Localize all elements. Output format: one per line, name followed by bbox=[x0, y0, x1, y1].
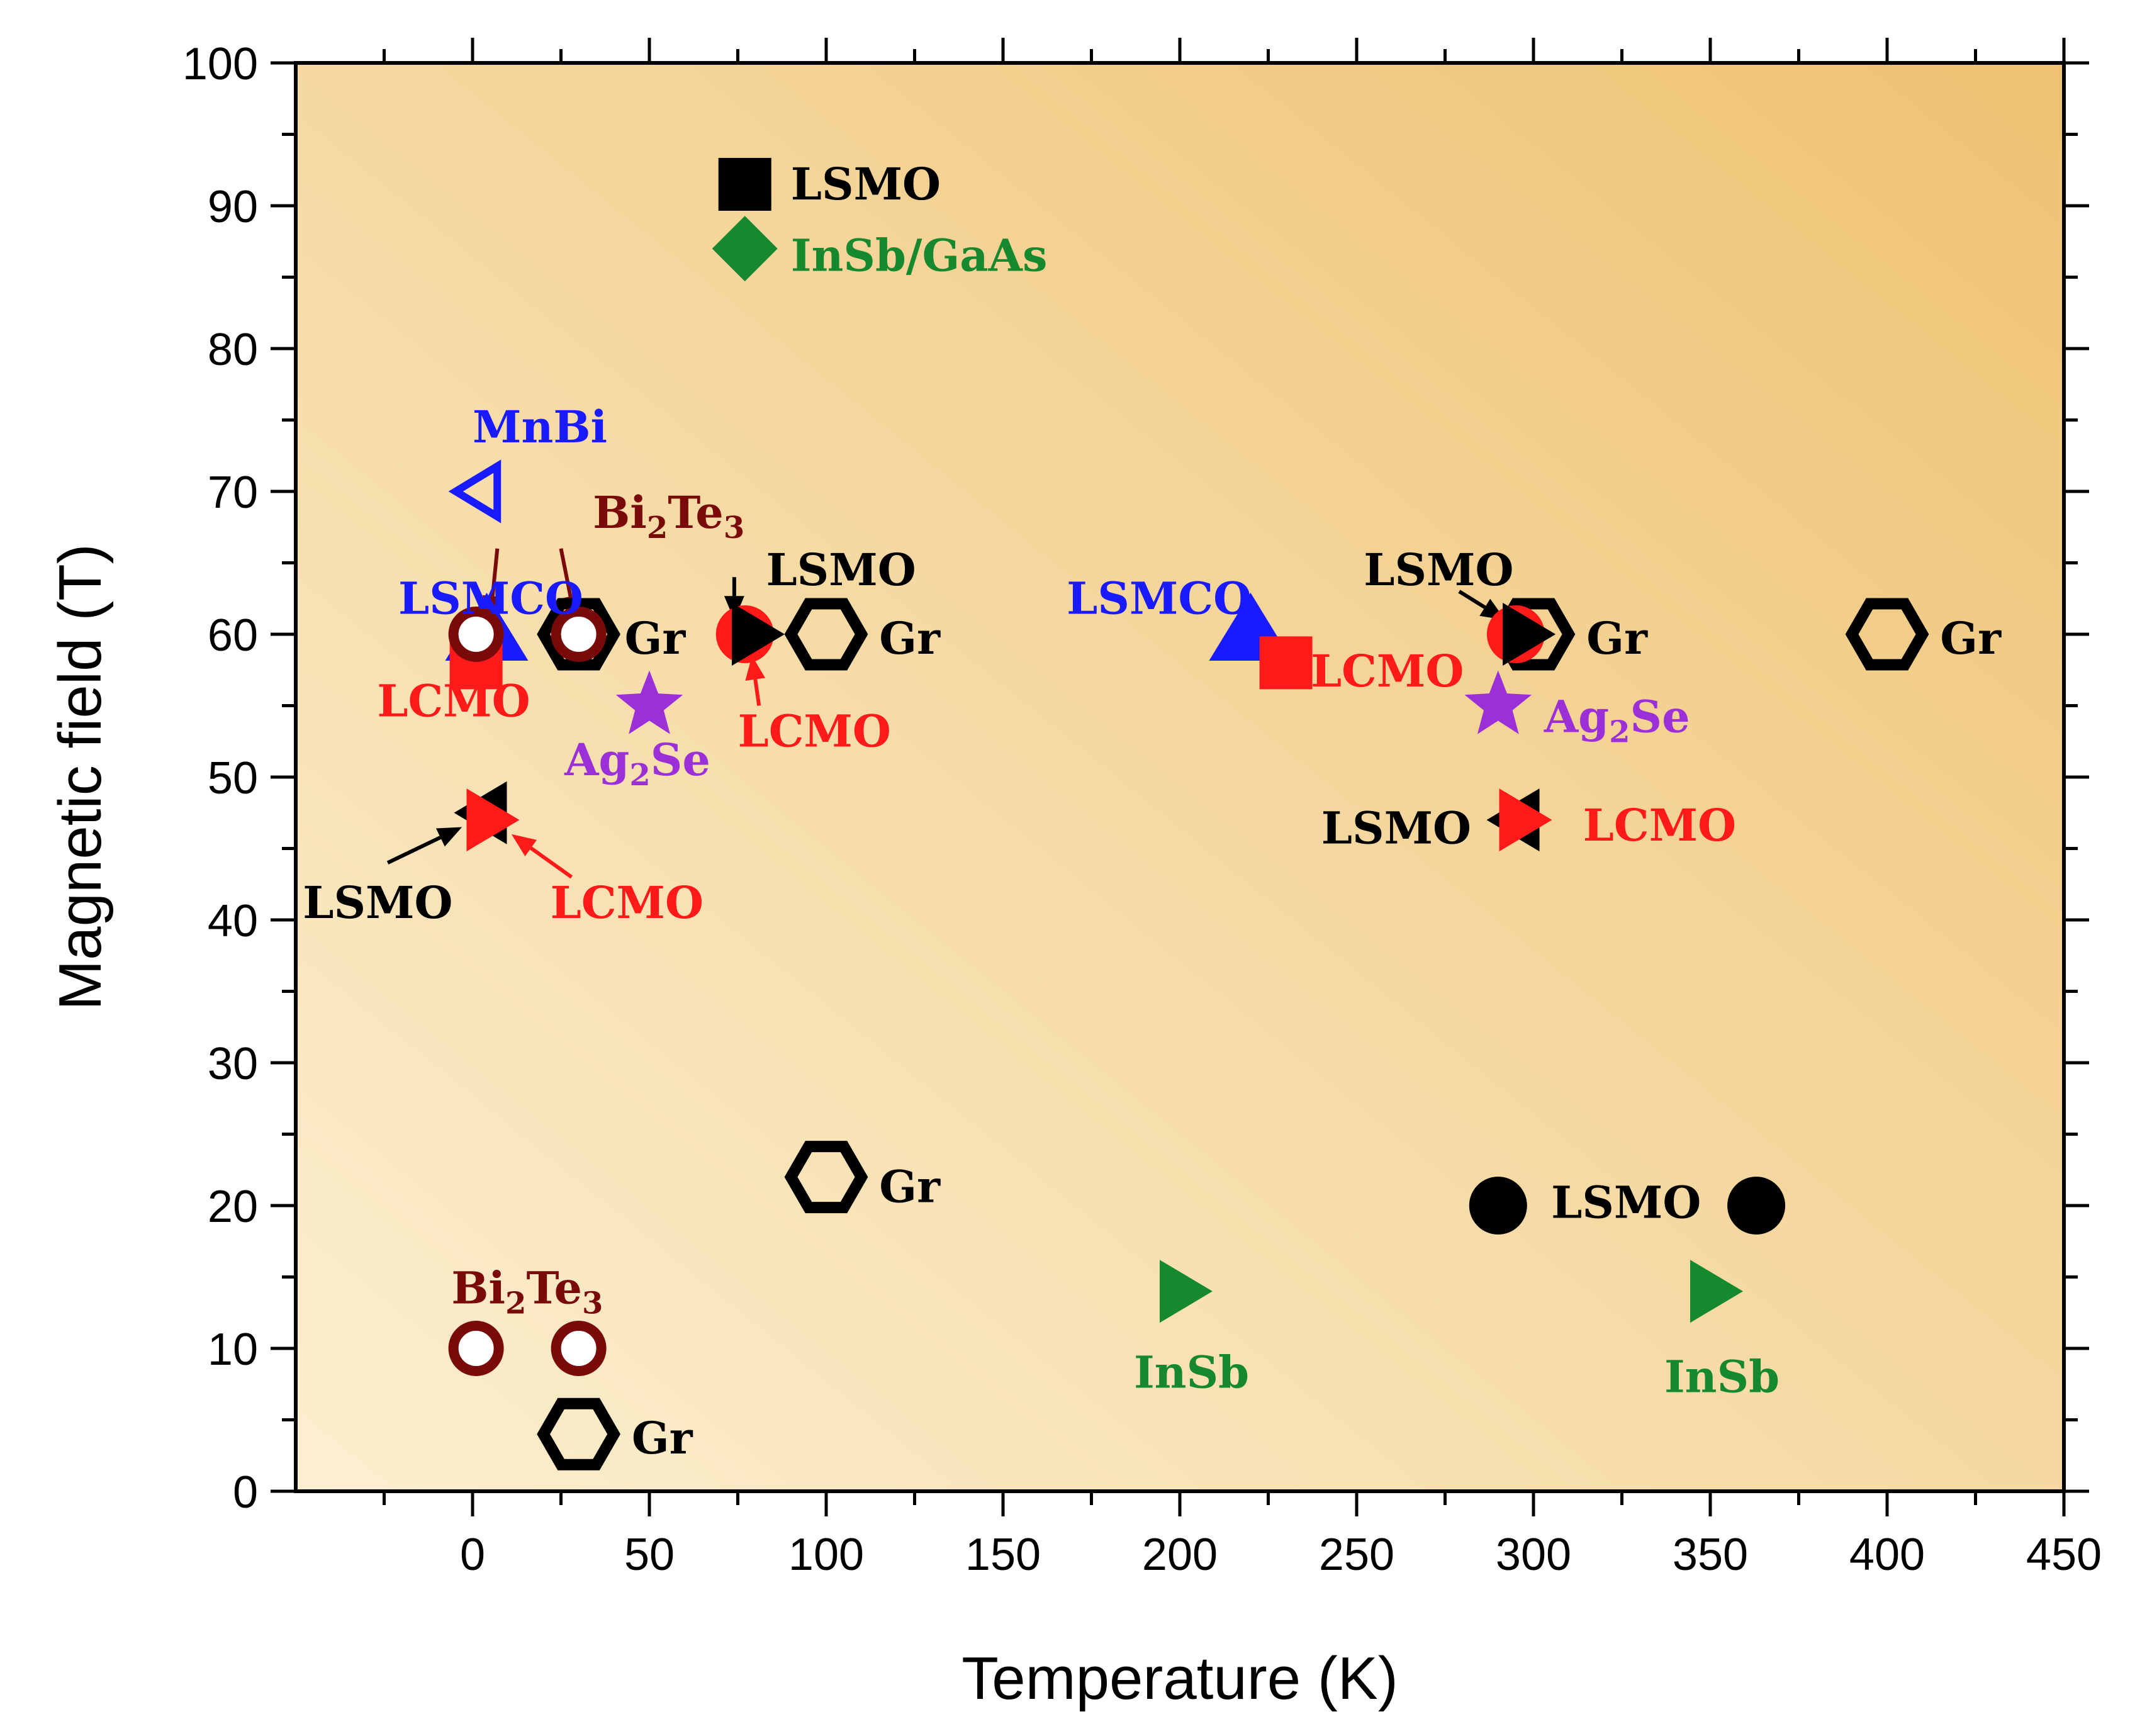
y-tick-label: 100 bbox=[182, 39, 258, 89]
data-label: LCMO bbox=[1583, 799, 1736, 851]
data-label: Ag2Se bbox=[1544, 691, 1690, 750]
data-label: InSb/GaAs bbox=[791, 229, 1048, 281]
data-label: LSMO bbox=[1364, 544, 1513, 596]
arrow-shaft bbox=[559, 548, 573, 597]
data-label: Gr bbox=[879, 1160, 941, 1212]
x-tick-label: 400 bbox=[1849, 1530, 1925, 1580]
data-label: LCMO bbox=[738, 705, 891, 757]
data-point-insb bbox=[1690, 1260, 1743, 1323]
data-point-lcmo bbox=[1499, 788, 1552, 852]
arrow-shaft bbox=[530, 846, 573, 879]
annotation-arrow bbox=[386, 827, 462, 865]
y-tick-label: 30 bbox=[208, 1039, 258, 1089]
arrow-head bbox=[435, 827, 462, 847]
x-tick-label: 0 bbox=[460, 1530, 485, 1580]
y-tick-label: 0 bbox=[233, 1467, 258, 1518]
data-label: Gr bbox=[632, 1412, 693, 1464]
y-tick-label: 90 bbox=[208, 182, 258, 232]
data-point-lsmo bbox=[718, 157, 771, 211]
data-label: LSMO bbox=[1551, 1176, 1701, 1228]
data-label: LSMO bbox=[766, 544, 916, 596]
plot-background bbox=[296, 63, 2064, 1491]
x-tick-label: 200 bbox=[1142, 1530, 1218, 1580]
arrow-head bbox=[511, 834, 537, 856]
data-point-lcmo bbox=[466, 788, 520, 852]
y-tick-label: 80 bbox=[208, 325, 258, 375]
data-point-ag2se bbox=[1464, 670, 1532, 734]
data-label: InSb bbox=[1664, 1350, 1780, 1403]
arrow-shaft bbox=[490, 548, 500, 596]
data-point-gr bbox=[537, 598, 620, 671]
data-label: InSb bbox=[1134, 1347, 1249, 1399]
x-tick-label: 50 bbox=[624, 1530, 675, 1580]
data-point-insb bbox=[1160, 1260, 1213, 1323]
data-point-bi2te3 bbox=[448, 607, 504, 662]
data-label: Bi2Te3 bbox=[451, 1262, 603, 1321]
data-label: LSMO bbox=[791, 158, 941, 210]
data-label: Gr bbox=[625, 612, 687, 664]
annotation-arrow bbox=[511, 834, 573, 879]
y-tick-label: 60 bbox=[208, 610, 258, 661]
data-point-lsmo bbox=[1727, 1177, 1786, 1235]
data-label: Gr bbox=[1940, 612, 2002, 664]
data-point-lsmo bbox=[731, 603, 785, 666]
x-axis-title: Temperature (K) bbox=[961, 1645, 1398, 1712]
data-point-bi2te3 bbox=[551, 607, 607, 662]
x-tick-label: 150 bbox=[965, 1530, 1041, 1580]
data-label: LSMCO bbox=[1067, 572, 1252, 624]
data-label: LSMO bbox=[303, 876, 452, 929]
y-tick-label: 40 bbox=[208, 896, 258, 946]
data-point-lcmo bbox=[1259, 636, 1313, 690]
data-label: LCMO bbox=[551, 876, 703, 929]
data-label: Ag2Se bbox=[564, 734, 710, 793]
data-point-bi2te3 bbox=[551, 1321, 607, 1376]
data-point-ag2se bbox=[615, 670, 683, 734]
y-tick-label: 20 bbox=[208, 1182, 258, 1232]
data-point-gr bbox=[784, 598, 868, 671]
data-point-lsmo bbox=[1503, 603, 1556, 666]
y-tick-label: 50 bbox=[208, 753, 258, 804]
y-axis-title: Magnetic field (T) bbox=[47, 544, 114, 1011]
data-label: Gr bbox=[879, 612, 941, 664]
data-point-gr bbox=[1845, 598, 1929, 671]
data-point-mnbi bbox=[448, 459, 502, 524]
data-point-gr bbox=[537, 1397, 620, 1470]
x-tick-label: 250 bbox=[1319, 1530, 1394, 1580]
x-tick-label: 450 bbox=[2026, 1530, 2102, 1580]
x-tick-label: 350 bbox=[1673, 1530, 1748, 1580]
y-tick-label: 70 bbox=[208, 468, 258, 518]
data-label: Gr bbox=[1586, 612, 1648, 664]
data-label: LCMO bbox=[377, 675, 530, 727]
data-label: MnBi bbox=[473, 401, 607, 453]
data-point-insb-gaas bbox=[712, 216, 778, 282]
y-tick-label: 10 bbox=[208, 1324, 258, 1375]
x-tick-label: 300 bbox=[1496, 1530, 1571, 1580]
data-label: LSMO bbox=[1321, 802, 1471, 854]
x-tick-label: 100 bbox=[788, 1530, 864, 1580]
data-point-bi2te3 bbox=[448, 1321, 504, 1376]
arrow-shaft bbox=[753, 679, 761, 706]
data-label: LCMO bbox=[1311, 645, 1464, 697]
arrow-shaft bbox=[1458, 590, 1486, 609]
data-label: LSMCO bbox=[398, 572, 583, 624]
arrow-shaft bbox=[386, 836, 442, 865]
data-label: Bi2Te3 bbox=[593, 486, 744, 546]
data-point-gr bbox=[784, 1141, 868, 1214]
data-point-lsmo bbox=[1469, 1177, 1527, 1235]
